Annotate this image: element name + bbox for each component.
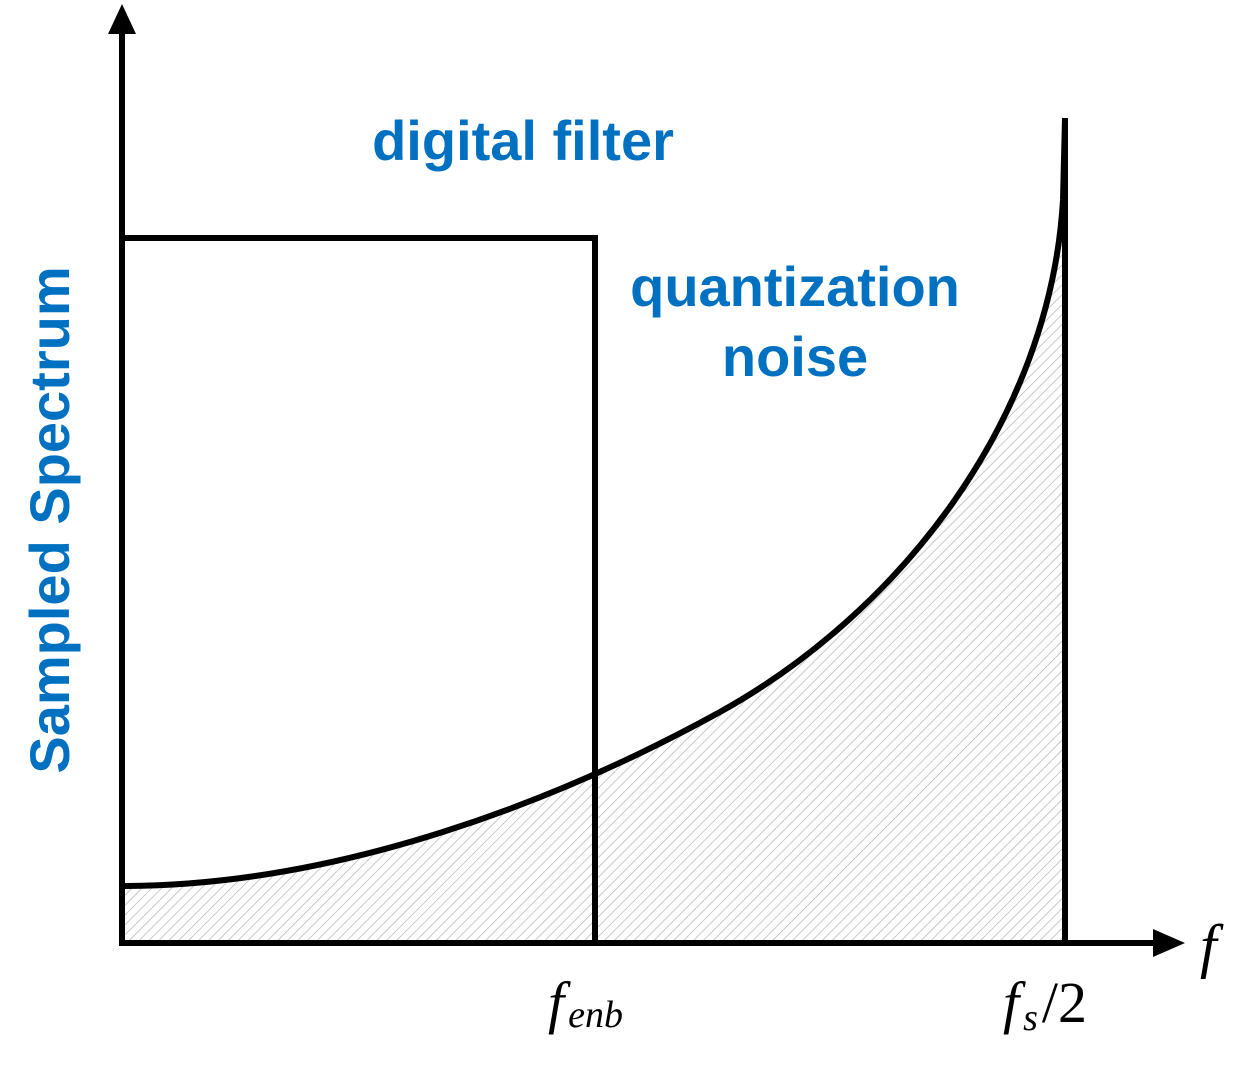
quantization-noise-curve xyxy=(121,117,1068,889)
quantization-noise-label-line2: noise xyxy=(722,325,868,388)
f-enb-subscript: enb xyxy=(568,994,623,1036)
y-axis-arrowhead xyxy=(108,4,136,34)
fs-subscript: s xyxy=(1023,997,1038,1039)
noise-area-hatch xyxy=(122,200,1063,943)
y-axis-label: Sampled Spectrum xyxy=(18,266,81,773)
fs-divide-two: /2 xyxy=(1042,970,1087,1035)
x-axis-label: f xyxy=(1200,913,1224,979)
f-enb-label: f enb xyxy=(548,970,623,1036)
fs-half-label: f s /2 xyxy=(1003,970,1087,1039)
digital-filter-label: digital filter xyxy=(372,109,674,172)
quantization-noise-label-line1: quantization xyxy=(630,255,960,318)
x-axis-arrowhead xyxy=(1153,929,1185,957)
